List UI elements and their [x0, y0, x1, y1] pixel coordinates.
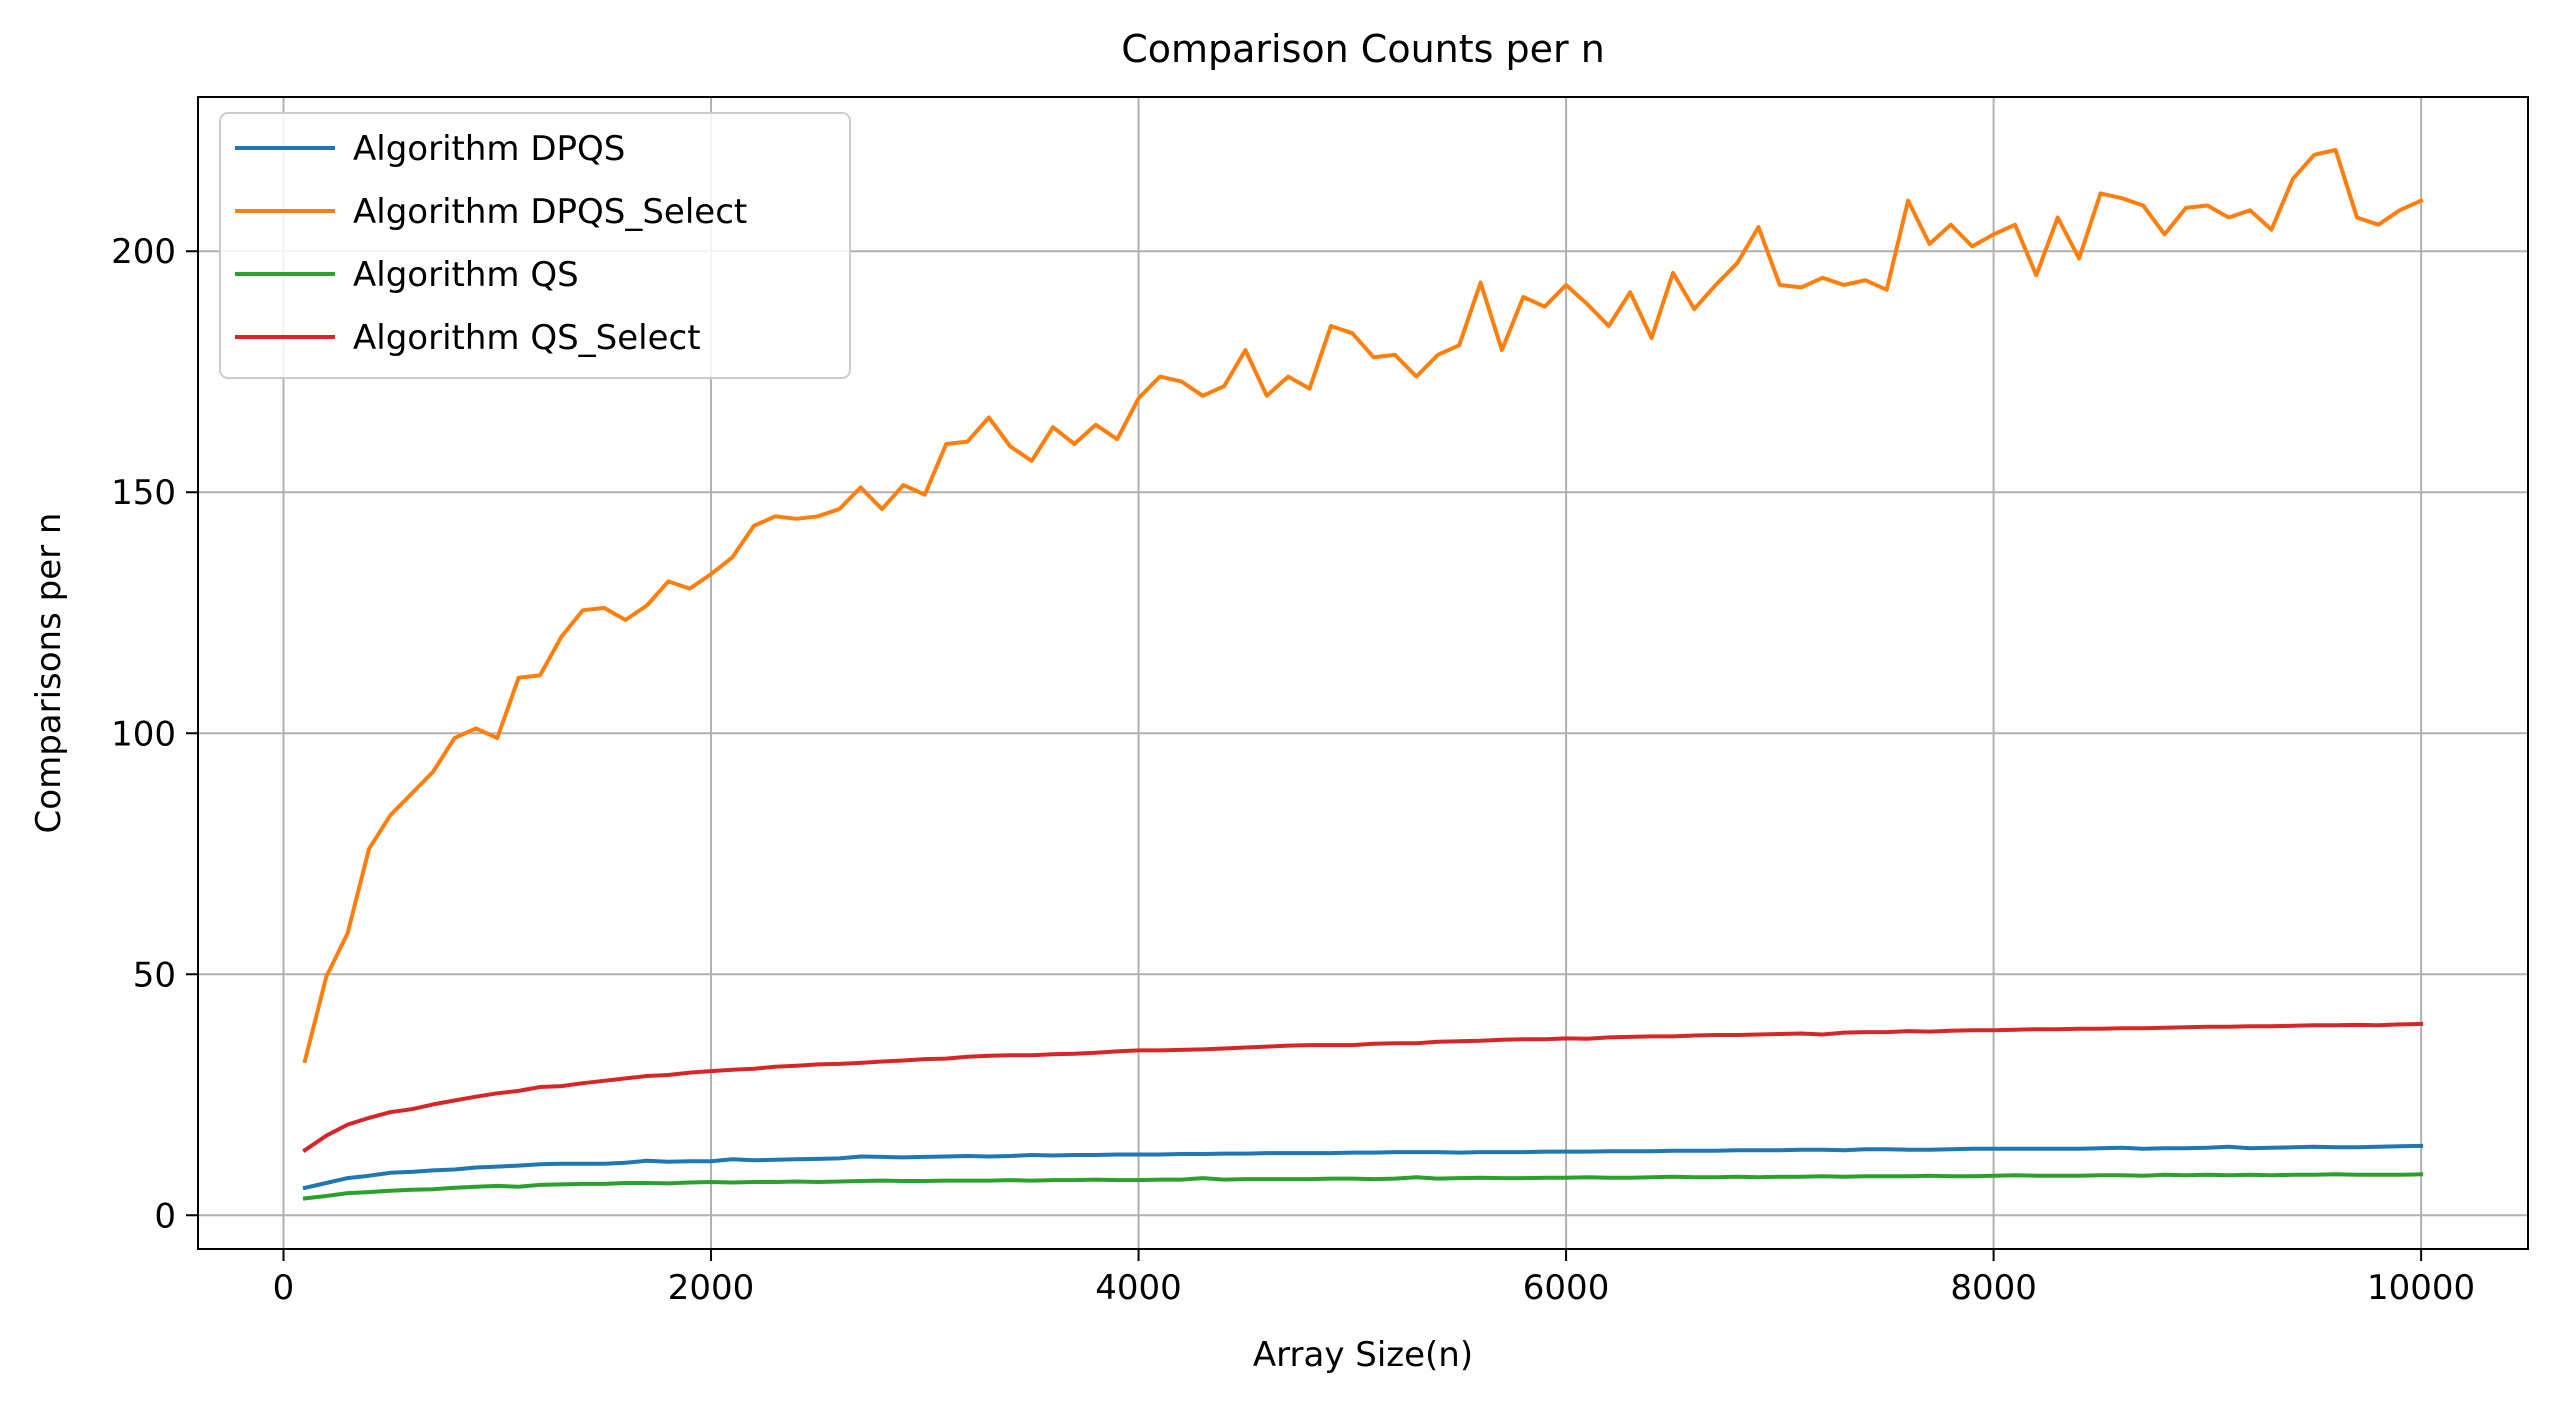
plot-frame: [197, 96, 2529, 1250]
series-line-algorithm-dpqs-select: [302, 148, 2424, 1064]
x-tick-label: 4000: [1095, 1268, 1182, 1308]
x-tick-label: 6000: [1523, 1268, 1610, 1308]
series-lines: [302, 148, 2424, 1201]
y-tick-label: 50: [133, 955, 176, 995]
series-line-algorithm-dpqs: [302, 1143, 2424, 1191]
legend-label: Algorithm DPQS_Select: [353, 192, 747, 232]
y-axis-label: Comparisons per n: [29, 513, 69, 834]
y-tick-label: 0: [154, 1196, 176, 1236]
legend-label: Algorithm QS_Select: [353, 318, 701, 358]
legend-label: Algorithm QS: [353, 255, 579, 295]
x-tick-label: 2000: [668, 1268, 755, 1308]
series-line-algorithm-qs-select: [302, 1021, 2424, 1153]
y-tick-label: 200: [111, 232, 176, 272]
x-tick-label: 10000: [2367, 1268, 2475, 1308]
y-axis-ticks: 0 50 100 150 200: [111, 232, 198, 1236]
chart-title: Comparison Counts per n: [1121, 27, 1605, 71]
series-line-algorithm-qs: [302, 1172, 2424, 1201]
legend-box: [219, 112, 851, 379]
x-axis-ticks: 0 2000 4000 6000 8000 10000: [273, 1249, 2475, 1308]
x-axis-label: Array Size(n): [1253, 1335, 1473, 1375]
y-tick-label: 150: [111, 473, 176, 513]
y-tick-label: 100: [111, 714, 176, 754]
gridlines: [198, 97, 2528, 1249]
x-tick-label: 8000: [1950, 1268, 2037, 1308]
legend-label: Algorithm DPQS: [353, 129, 625, 169]
legend: Algorithm DPQS Algorithm DPQS_Select Algor…: [219, 112, 851, 379]
x-tick-label: 0: [273, 1268, 295, 1308]
